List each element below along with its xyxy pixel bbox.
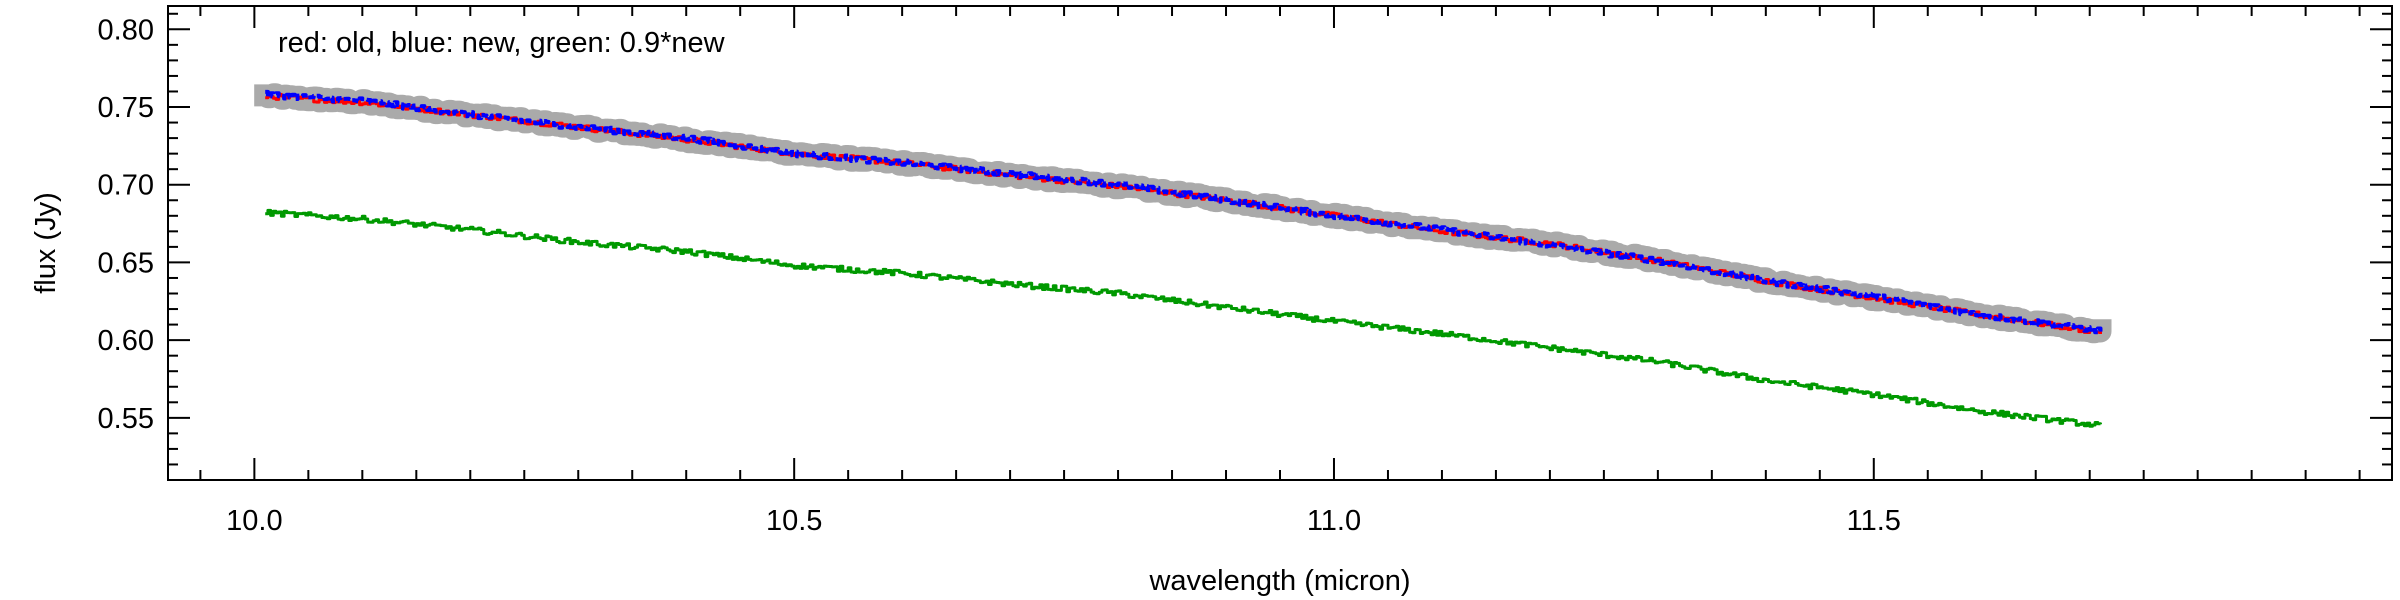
x-tick-label: 10.0	[226, 505, 282, 537]
y-axis-label: flux (Jy)	[30, 192, 62, 294]
x-tick-label: 11.5	[1847, 505, 1901, 537]
x-tick-label: 10.5	[766, 505, 822, 537]
y-tick-label: 0.80	[98, 14, 154, 46]
x-axis: 10.0 10.5 11.0 11.5	[199, 6, 2361, 537]
plot-frame	[167, 5, 2393, 481]
new-spectrum-line	[265, 89, 2103, 335]
y-axis: 0.55 0.60 0.65 0.70 0.75 0.80	[98, 12, 2392, 466]
y-tick-label: 0.55	[98, 403, 154, 435]
error-band	[254, 83, 2112, 344]
y-tick-label: 0.75	[98, 92, 154, 124]
plot-area	[254, 83, 2112, 428]
y-tick-label: 0.60	[98, 325, 154, 357]
x-axis-label: wavelength (micron)	[1148, 565, 1410, 597]
legend-annotation: red: old, blue: new, green: 0.9*new	[278, 27, 726, 59]
y-tick-label: 0.65	[98, 247, 154, 279]
scaled-spectrum-line	[265, 208, 2102, 428]
x-tick-label: 11.0	[1307, 505, 1361, 537]
y-tick-label: 0.70	[98, 170, 154, 202]
